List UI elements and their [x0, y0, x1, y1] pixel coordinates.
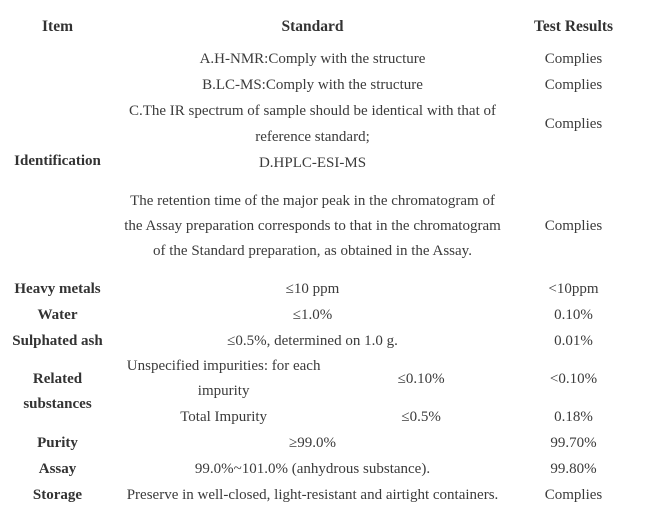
table-row-related-substances-total: Total Impurity ≤0.5% 0.18%	[0, 404, 637, 430]
result-cell: 0.18%	[554, 409, 593, 425]
retention-time-paragraph: The retention time of the major peak in …	[124, 192, 501, 259]
standard-cell: ≤1.0%	[292, 307, 333, 323]
item-label-sulphated-ash: Sulphated ash	[12, 332, 103, 349]
result-cell	[510, 150, 637, 176]
table-row-water: Water ≤1.0% 0.10%	[0, 302, 637, 328]
item-label-identification: Identification	[14, 152, 101, 169]
col-header-standard: Standard	[281, 18, 344, 35]
col-header-item: Item	[42, 18, 73, 35]
table-row-identification-retention: The retention time of the major peak in …	[0, 176, 637, 276]
table-row-identification-a: Identification A.H-NMR:Comply with the s…	[0, 46, 637, 169]
standard-cell: The retention time of the major peak in …	[115, 176, 510, 276]
impurity-limit: ≤0.5%	[401, 409, 441, 425]
header-row: Item Standard Test Results	[0, 8, 637, 46]
impurity-limit: ≤0.10%	[397, 371, 445, 387]
item-label-related-substances: Related substances	[23, 371, 92, 412]
standard-cell: B.LC-MS:Comply with the structure	[202, 77, 423, 93]
table-row-identification-c: C.The IR spectrum of sample should be id…	[0, 98, 637, 150]
item-label-water: Water	[37, 306, 78, 323]
table-row-assay: Assay 99.0%~101.0% (anhydrous substance)…	[0, 456, 637, 482]
result-cell: Complies	[544, 77, 603, 93]
table-header: Item Standard Test Results	[0, 8, 637, 46]
result-cell: 99.70%	[550, 435, 597, 451]
item-label-assay: Assay	[38, 460, 77, 477]
result-cell: 99.80%	[550, 461, 597, 477]
table-row-identification-b: B.LC-MS:Comply with the structure Compli…	[0, 72, 637, 98]
col-header-test-results: Test Results	[533, 18, 614, 35]
table-row-identification-d: D.HPLC-ESI-MS	[0, 150, 637, 176]
standard-cell: ≤10 ppm	[285, 281, 340, 297]
item-label-purity: Purity	[37, 434, 78, 451]
item-label-storage: Storage	[32, 486, 83, 503]
item-label-heavy-metals: Heavy metals	[14, 280, 101, 297]
impurity-description: Unspecified impurities: for each impurit…	[126, 358, 321, 399]
standard-cell: Preserve in well-closed, light-resistant…	[126, 487, 499, 503]
standard-cell: Unspecified impurities: for each impurit…	[115, 354, 510, 404]
result-cell: 0.10%	[554, 307, 593, 323]
table-row-purity: Purity ≥99.0% 99.70%	[0, 430, 637, 456]
coa-table: Item Standard Test Results Identificatio…	[0, 8, 637, 508]
table-body: Identification A.H-NMR:Comply with the s…	[0, 46, 637, 508]
table-row-heavy-metals: Heavy metals ≤10 ppm <10ppm	[0, 276, 637, 302]
impurity-description: Total Impurity	[180, 408, 268, 425]
standard-cell: ≥99.0%	[289, 435, 336, 451]
standard-cell: Total Impurity ≤0.5%	[115, 404, 510, 430]
result-cell: <0.10%	[549, 371, 598, 387]
result-cell: Complies	[544, 51, 603, 67]
table-row-related-substances-unspecified: Related substances Unspecified impuritie…	[0, 354, 637, 412]
table-row-storage: Storage Preserve in well-closed, light-r…	[0, 482, 637, 508]
standard-cell: ≤0.5%, determined on 1.0 g.	[227, 333, 398, 349]
standard-cell: C.The IR spectrum of sample should be id…	[128, 103, 496, 145]
table-row-sulphated-ash: Sulphated ash ≤0.5%, determined on 1.0 g…	[0, 328, 637, 354]
result-cell: Complies	[544, 218, 603, 234]
standard-cell: D.HPLC-ESI-MS	[258, 155, 367, 171]
result-cell: <10ppm	[548, 281, 599, 297]
result-cell: Complies	[544, 487, 603, 503]
standard-cell: A.H-NMR:Comply with the structure	[199, 51, 426, 67]
result-cell: Complies	[544, 116, 603, 132]
result-cell: 0.01%	[554, 333, 593, 349]
standard-cell: 99.0%~101.0% (anhydrous substance).	[194, 461, 431, 477]
